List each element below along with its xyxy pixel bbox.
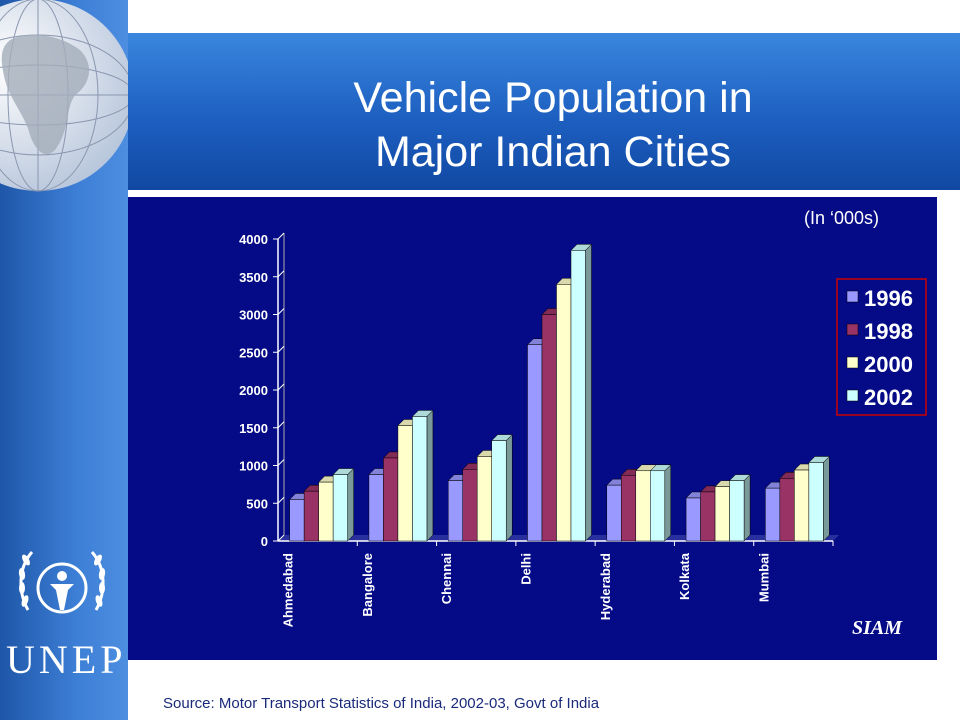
y-tick-label: 500: [246, 496, 268, 511]
y-tick-label: 2000: [239, 383, 268, 398]
legend-label: 2002: [864, 385, 913, 410]
title-line-2: Major Indian Cities: [374, 128, 732, 176]
bar-side: [585, 243, 592, 542]
bar: [685, 497, 701, 542]
bar: [779, 478, 795, 542]
y-tick-label: 1500: [239, 421, 268, 436]
y-tick-depth: [277, 308, 285, 315]
bar: [808, 462, 824, 542]
x-tick-label: Kolkata: [677, 552, 692, 600]
y-tick-label: 4000: [239, 232, 268, 247]
title-line-1: Vehicle Population in: [353, 74, 753, 122]
bar: [765, 487, 781, 542]
y-tick-depth: [277, 383, 285, 391]
x-tick-label: Hyderabad: [598, 553, 613, 620]
x-tick-label: Ahmedabad: [281, 553, 296, 627]
bar: [527, 344, 543, 542]
y-tick-depth: [277, 534, 285, 542]
y-tick-label: 2500: [239, 345, 268, 360]
bar: [635, 470, 651, 542]
legend-label: 1998: [864, 319, 913, 344]
x-tick-label: Chennai: [439, 553, 454, 604]
bar: [476, 456, 492, 542]
legend-swatch: [846, 290, 859, 303]
y-tick-label: 3500: [239, 270, 268, 285]
x-tick-label: Bangalore: [360, 553, 375, 617]
y-tick-label: 3000: [239, 308, 268, 323]
bar: [541, 314, 557, 542]
bar-side: [505, 433, 513, 542]
legend-label: 1996: [864, 286, 913, 311]
globe-icon: [0, 0, 128, 192]
title-bar: Vehicle Population in Major Indian Citie…: [128, 33, 960, 190]
bar: [700, 491, 716, 542]
bar: [332, 474, 348, 542]
chart-panel: 0 500 1000 1500 2000 2500 3000 3500 4000 Ahmedaba…: [128, 197, 937, 660]
bar: [318, 481, 334, 542]
unep-logo: [18, 551, 106, 614]
y-tick-depth: [277, 345, 285, 353]
slide-title: Vehicle Population in Major Indian Citie…: [128, 71, 960, 179]
bar: [462, 469, 478, 542]
y-tick-depth: [277, 232, 285, 240]
legend-swatch: [846, 323, 859, 336]
bar: [714, 486, 730, 542]
y-tick-label: 0: [261, 534, 268, 549]
bar: [650, 470, 666, 542]
bar-side: [347, 467, 354, 542]
bar: [397, 425, 413, 542]
bar: [412, 416, 428, 542]
sidebar: UNEP: [0, 0, 128, 720]
bar: [729, 480, 745, 542]
bar: [289, 499, 305, 542]
bar-side: [426, 409, 434, 542]
bar: [491, 440, 507, 542]
bar: [383, 457, 399, 542]
legend-swatch: [846, 389, 859, 402]
y-tick-depth: [277, 459, 285, 466]
credit-label: SIAM: [852, 617, 903, 639]
y-tick-depth: [277, 270, 285, 278]
bar: [570, 250, 586, 542]
bar: [368, 474, 384, 542]
y-tick-label: 1000: [239, 459, 268, 474]
bar: [606, 484, 622, 542]
bar-chart: 0 500 1000 1500 2000 2500 3000 3500 4000 Ahmedaba…: [239, 232, 927, 627]
legend-label: 2000: [864, 352, 913, 377]
bar-side: [664, 464, 672, 542]
bar: [556, 284, 572, 542]
y-tick-depth: [277, 421, 285, 429]
bar-side: [823, 455, 830, 542]
bar: [303, 490, 319, 542]
unit-label: (In ‘000s): [804, 208, 880, 228]
bar: [621, 475, 637, 542]
bar: [447, 480, 463, 542]
source-note: Source: Motor Transport Statistics of In…: [163, 695, 600, 712]
x-tick-label: Mumbai: [756, 553, 771, 602]
bar: [794, 469, 810, 542]
bar-side: [743, 473, 751, 542]
logo-text: UNEP: [6, 637, 127, 682]
legend-swatch: [846, 356, 859, 369]
x-tick-label: Delhi: [519, 553, 534, 585]
y-tick-depth: [277, 496, 285, 504]
